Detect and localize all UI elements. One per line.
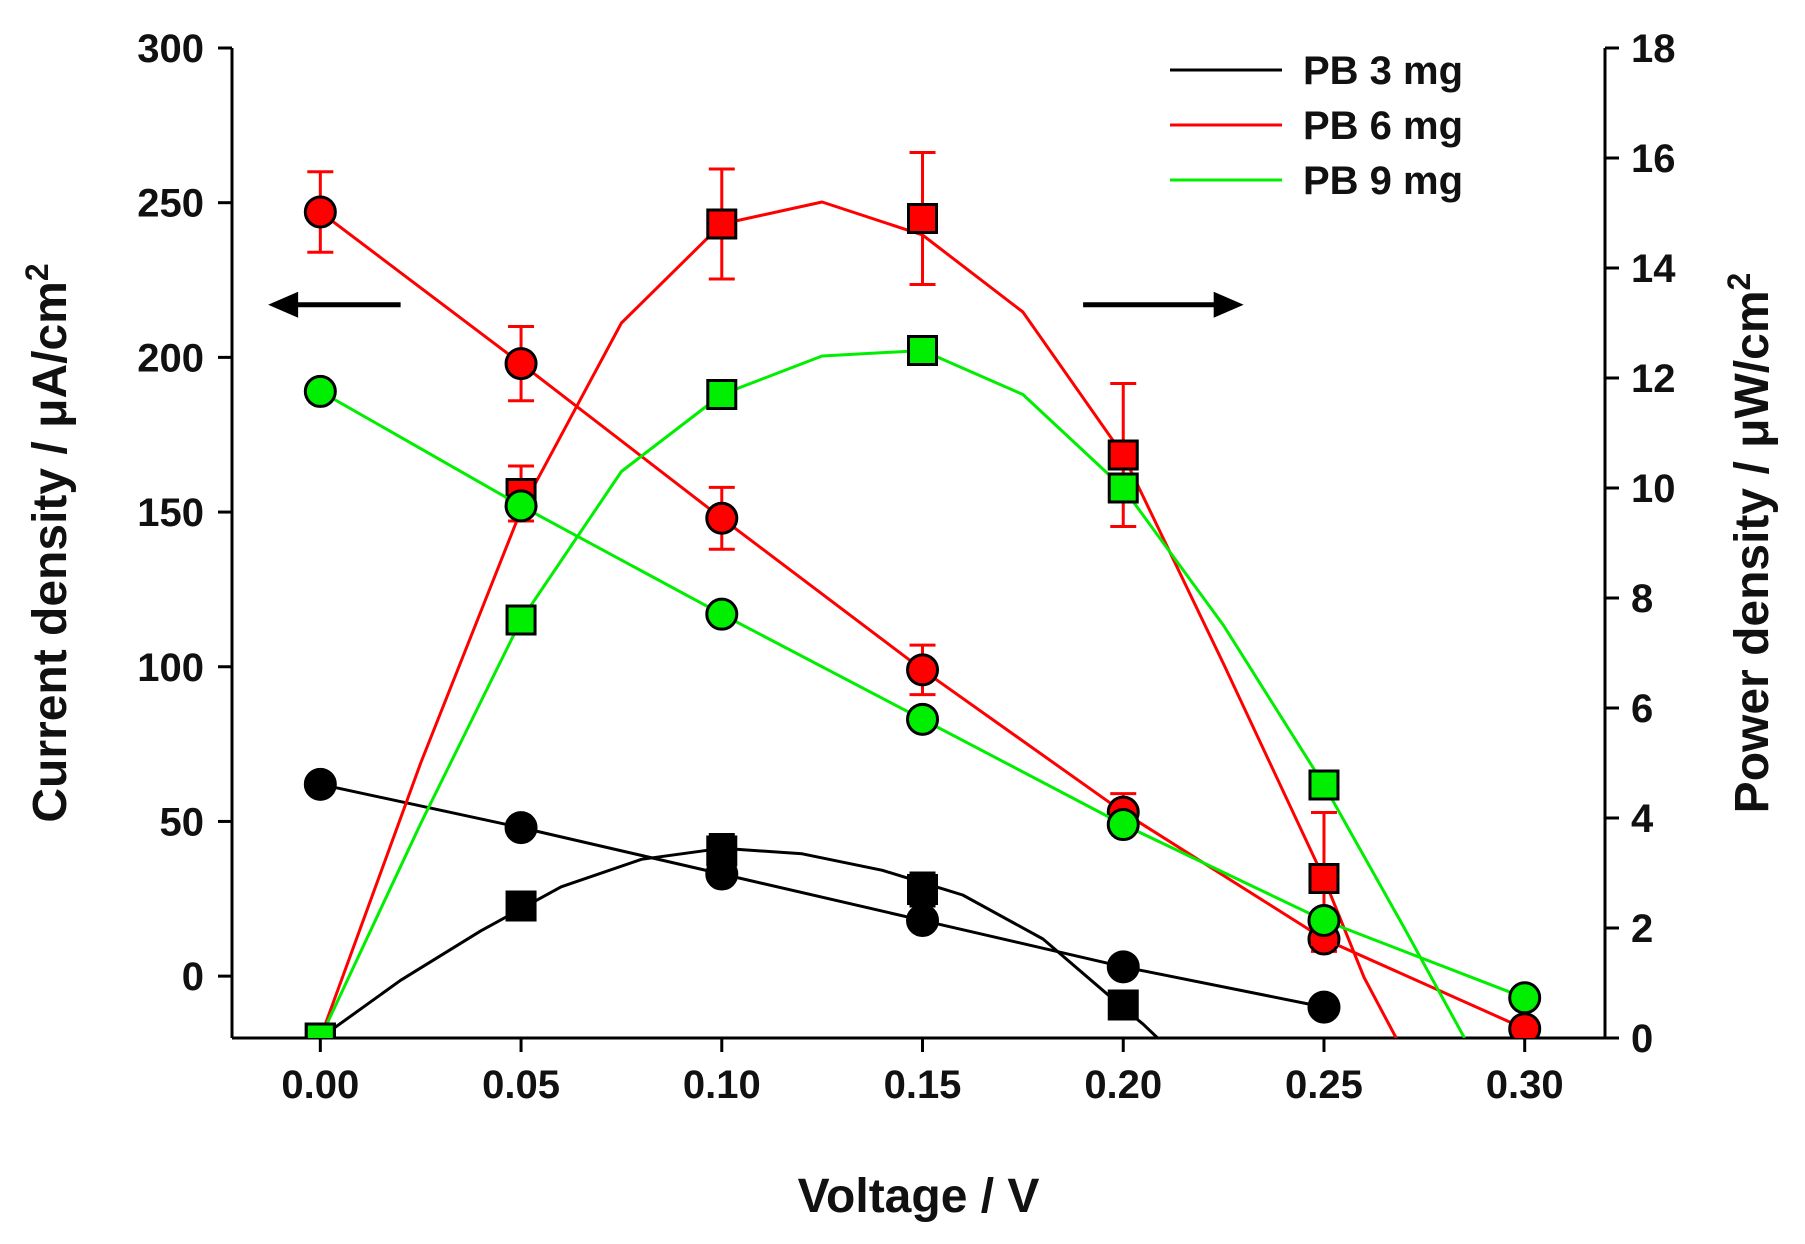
pb-3-mg-power-point (1107, 989, 1139, 1021)
legend-label: PB 3 mg (1303, 49, 1463, 93)
legend-label: PB 6 mg (1303, 104, 1463, 148)
x-tick-label: 0.15 (884, 1063, 962, 1107)
x-tick-label: 0.05 (482, 1063, 560, 1107)
y-right-tick-label: 4 (1631, 797, 1654, 841)
arrow-left-head (268, 291, 299, 318)
y-left-tick-label: 150 (137, 491, 204, 535)
pb-9-mg-power-point (1107, 472, 1139, 504)
pb-3-mg-current-point (1307, 990, 1341, 1024)
pb-9-mg-power-point (706, 379, 738, 410)
pb-9-mg-current-point (1508, 981, 1542, 1015)
pb-3-mg-current-point (906, 903, 940, 937)
pb-9-mg-power-point (304, 1022, 336, 1038)
pb-3-mg-power-point (706, 835, 738, 867)
y-left-tick-label: 250 (137, 182, 204, 226)
y-axis-left-title-text: Current density / μA/cm (24, 281, 77, 822)
x-tick-label: 0.10 (683, 1063, 761, 1107)
y-axis-left-title-sup: 2 (19, 263, 55, 281)
y-left-tick-label: 300 (137, 27, 204, 71)
y-right-tick-label: 8 (1631, 577, 1653, 621)
pb-9-mg-current-point (504, 489, 538, 523)
pb-3-mg-current-point (303, 767, 337, 801)
y-right-tick-label: 10 (1631, 467, 1676, 511)
legend-label: PB 9 mg (1303, 159, 1463, 203)
pb-9-mg-current-point (705, 597, 739, 631)
y-axis-right-title-sup: 2 (1721, 273, 1757, 291)
pb-6-mg-power-point (1308, 863, 1340, 894)
series-layer (303, 151, 1542, 1038)
pb-6-mg-current-point (504, 347, 538, 381)
pb-9-mg-current-point (906, 702, 940, 736)
x-axis-title: Voltage / V (798, 1170, 1040, 1223)
arrows (268, 291, 1244, 318)
pb-3-mg-current-point (504, 811, 538, 845)
y-left-tick-label: 100 (137, 646, 204, 690)
y-right-tick-label: 6 (1631, 687, 1653, 731)
pb-6-mg-current-point (906, 653, 940, 687)
pb-3-mg-current-point (1106, 950, 1140, 984)
pb-3-mg-power-point (505, 890, 537, 922)
arrow-right-head (1213, 291, 1244, 318)
y-right-tick-label: 14 (1631, 247, 1676, 291)
pb-9-mg-power-line (318, 349, 1466, 1038)
pb-6-mg-power-point (706, 208, 738, 240)
x-tick-label: 0.20 (1084, 1063, 1162, 1107)
pb-9-mg-current-point (1307, 903, 1341, 937)
pb-9-mg-power-point (505, 604, 537, 636)
pb-3-mg-power-point (907, 874, 939, 905)
pb-9-mg-current-point (303, 374, 337, 408)
x-tick-label: 0.00 (281, 1063, 359, 1107)
y-left-tick-label: 200 (137, 336, 204, 380)
x-tick-label: 0.30 (1486, 1063, 1564, 1107)
y-axis-right-title-text: Power density / μW/cm (1726, 290, 1779, 813)
legend: PB 3 mg PB 6 mg PB 9 mg (1170, 49, 1463, 203)
y-right-tick-label: 18 (1631, 27, 1676, 71)
pb-6-mg-power-point (907, 203, 939, 234)
pb-6-mg-power-point (1107, 439, 1139, 471)
y-left-tick-label: 0 (182, 955, 204, 999)
pb-9-mg-power-point (1308, 769, 1340, 801)
axes: 0.00 0.05 0.10 0.15 0.20 0.25 0.30050100150200… (137, 27, 1676, 1107)
pb-6-mg-current-point (705, 501, 739, 535)
y-right-tick-label: 12 (1631, 357, 1676, 401)
pb-6-mg-current-point (303, 195, 337, 229)
pb-3-mg-current-line (319, 782, 1325, 1009)
pb-9-mg-current-point (1106, 808, 1140, 842)
y-left-tick-label: 50 (160, 800, 205, 844)
y-right-tick-label: 2 (1631, 907, 1653, 951)
x-tick-label: 0.25 (1285, 1063, 1363, 1107)
y-right-tick-label: 16 (1631, 137, 1676, 181)
y-axis-right-title: Power density / μW/cm2 (1721, 273, 1779, 814)
y-axis-left-title: Current density / μA/cm2 (19, 263, 77, 822)
labels: Voltage / V Current density / μA/cm2 Pow… (19, 263, 1779, 1223)
pb-9-mg-power-point (907, 335, 939, 366)
y-right-tick-label: 0 (1631, 1017, 1653, 1061)
